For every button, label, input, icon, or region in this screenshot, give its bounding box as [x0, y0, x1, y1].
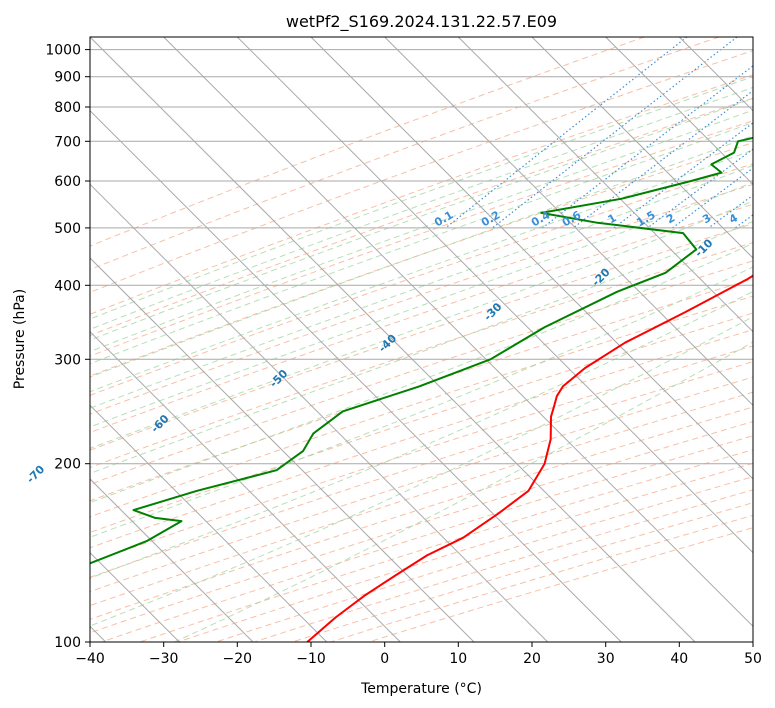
sounding-series: [90, 136, 753, 642]
dry-adiabat: [90, 163, 753, 396]
isotherm-line: [90, 183, 549, 642]
isotherm-line: [236, 37, 753, 554]
isotherm-line: [384, 37, 753, 407]
y-tick-label: 900: [54, 70, 81, 86]
pressure-gridlines: [90, 49, 753, 642]
y-tick-label: 800: [54, 100, 81, 116]
y-axis-label: Pressure (hPa): [12, 289, 28, 389]
isotherm-line: [457, 37, 753, 333]
isotherm-line: [90, 330, 401, 642]
x-tick-label: −20: [223, 651, 253, 667]
chart-title: wetPf2_S169.2024.131.22.57.E09: [286, 12, 557, 32]
moist-adiabat: [90, 109, 753, 353]
x-tick-label: −10: [296, 651, 326, 667]
moist-adiabat: [90, 290, 753, 579]
y-tick-label: 100: [54, 635, 81, 651]
moist-adiabat: [90, 76, 753, 320]
dry-adiabat: [90, 391, 753, 607]
dry-adiabat: [90, 120, 753, 357]
dewpoint-line: [90, 136, 753, 565]
temperature-line: [306, 274, 753, 642]
isotherm-line: [163, 37, 753, 628]
isotherm-line: [90, 109, 622, 642]
isotherm-line: [605, 37, 753, 186]
x-tick-label: 40: [670, 651, 688, 667]
mixing-ratio-line: [542, 65, 753, 229]
x-tick-label: 0: [380, 651, 389, 667]
isotherm-line: [90, 37, 696, 642]
isotherm-line: [310, 37, 753, 480]
dry-adiabat: [90, 142, 753, 377]
dry-adiabat: [90, 361, 753, 578]
dry-adiabat: [90, 183, 753, 415]
isotherm-line: [90, 404, 328, 642]
x-tick-label: −30: [149, 651, 179, 667]
x-tick-label: −40: [75, 651, 105, 667]
dry-adiabat: [90, 329, 753, 549]
moist-adiabat: [90, 266, 753, 538]
y-tick-label: 400: [54, 278, 81, 294]
y-tick-label: 300: [54, 352, 81, 368]
y-tick-label: 1000: [45, 43, 81, 59]
mixing-ratio-line: [492, 37, 738, 229]
moist-adiabat: [90, 86, 753, 330]
isotherm-line: [90, 478, 254, 642]
dry-adiabat: [90, 97, 753, 337]
background-lines: [90, 37, 753, 642]
y-tick-label: 200: [54, 457, 81, 473]
plot-frame: [89, 36, 754, 643]
axes: −40 −30 −20 −10 0 10 20 30 40 50 100 200 300 400 500 60…: [45, 43, 762, 667]
dry-adiabat: [90, 50, 753, 293]
moist-adiabat: [90, 149, 753, 393]
x-tick-label: 30: [597, 651, 615, 667]
dry-adiabat: [90, 312, 753, 533]
x-tick-label: 20: [523, 651, 541, 667]
x-tick-label: 50: [744, 651, 762, 667]
y-tick-label: 700: [54, 134, 81, 150]
dry-adiabat: [90, 74, 753, 315]
x-tick-label: 10: [449, 651, 467, 667]
x-axis-label: Temperature (°C): [360, 681, 482, 697]
dry-adiabat: [90, 260, 753, 485]
mixing-ratio-line: [572, 89, 753, 229]
moist-adiabat: [90, 121, 753, 365]
isotherm-line: [90, 257, 475, 642]
dry-adiabat: [90, 37, 645, 247]
mixing-ratio-line: [672, 167, 753, 229]
isotherm-line: [531, 37, 753, 259]
moist-adiabat: [90, 181, 753, 428]
y-tick-label: 500: [54, 221, 81, 237]
y-tick-label: 600: [54, 174, 81, 190]
dry-adiabat: [90, 223, 753, 451]
